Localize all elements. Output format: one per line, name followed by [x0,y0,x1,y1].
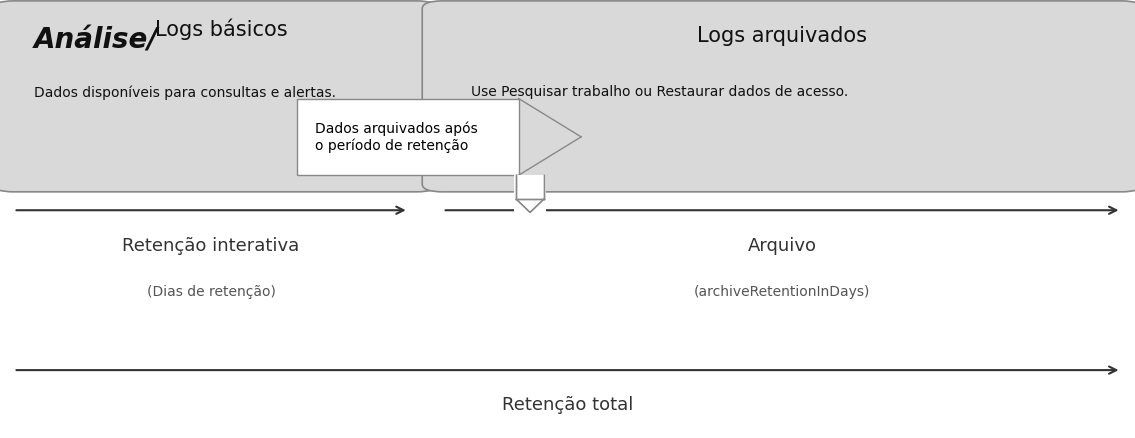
FancyBboxPatch shape [297,99,519,175]
Text: (Dias de retenção): (Dias de retenção) [146,285,276,299]
FancyBboxPatch shape [0,1,437,192]
Text: Retenção total: Retenção total [502,396,633,414]
Text: (archiveRetentionInDays): (archiveRetentionInDays) [693,285,871,299]
Text: Logs arquivados: Logs arquivados [697,26,867,46]
Text: Análise/: Análise/ [34,26,159,54]
Text: Dados disponíveis para consultas e alertas.: Dados disponíveis para consultas e alert… [34,85,336,100]
Text: Logs básicos: Logs básicos [155,18,288,40]
Text: Arquivo: Arquivo [748,237,816,254]
Text: Dados arquivados após
o período de retenção: Dados arquivados após o período de reten… [316,121,478,152]
FancyBboxPatch shape [422,1,1135,192]
FancyBboxPatch shape [514,175,546,215]
Text: Retenção interativa: Retenção interativa [123,237,300,254]
Text: Use Pesquisar trabalho ou Restaurar dados de acesso.: Use Pesquisar trabalho ou Restaurar dado… [471,85,848,99]
